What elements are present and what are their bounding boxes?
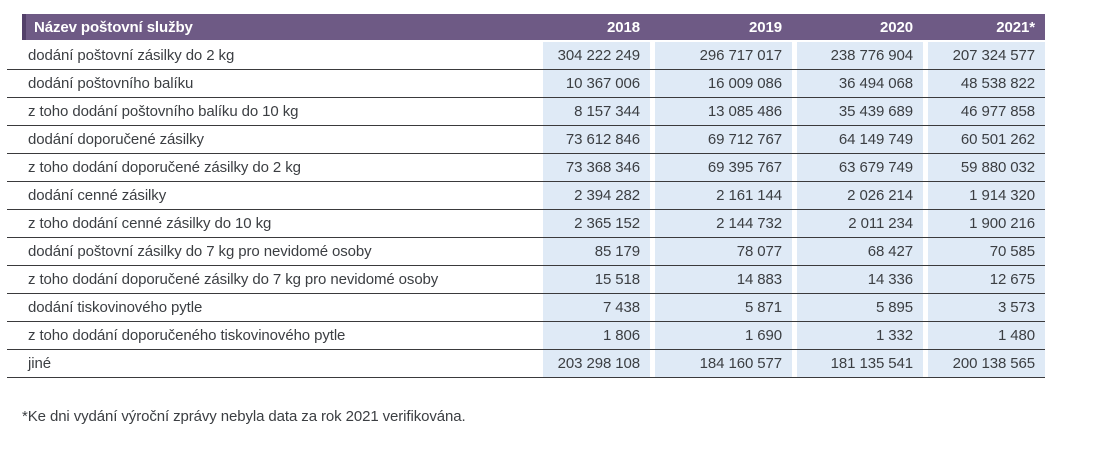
value-2021-cell: 200 138 565 [928,350,1045,377]
value-2018-cell: 73 612 846 [543,126,650,153]
value-2020-cell: 238 776 904 [797,42,923,69]
table-row: dodání tiskovinového pytle 7 438 5 871 5… [7,294,1045,322]
postal-services-table: Název poštovní služby 2018 2019 2020 202… [7,14,1045,425]
value-2018-cell: 73 368 346 [543,154,650,181]
value-2020-cell: 64 149 749 [797,126,923,153]
value-2019-cell: 16 009 086 [655,70,792,97]
value-2021-cell: 1 480 [928,322,1045,349]
service-name-cell: dodání tiskovinového pytle [28,299,203,316]
column-header-service-name: Název poštovní služby [34,18,193,36]
table-row: z toho dodání cenné zásilky do 10 kg 2 3… [7,210,1045,238]
column-header-2021: 2021* [996,18,1035,36]
value-2021-cell: 46 977 858 [928,98,1045,125]
service-name-cell: z toho dodání doporučeného tiskovinového… [28,327,346,344]
service-name-cell: jiné [28,355,51,372]
column-header-2019: 2019 [749,18,782,36]
value-2018-cell: 15 518 [543,266,650,293]
value-2018-cell: 7 438 [543,294,650,321]
value-2020-cell: 35 439 689 [797,98,923,125]
value-2021-cell: 60 501 262 [928,126,1045,153]
value-2020-cell: 63 679 749 [797,154,923,181]
service-name-cell: dodání doporučené zásilky [28,131,204,148]
service-name-cell: z toho dodání poštovního balíku do 10 kg [28,103,299,120]
value-2019-cell: 1 690 [655,322,792,349]
service-name-cell: dodání poštovní zásilky do 2 kg [28,47,235,64]
footnote: *Ke dni vydání výroční zprávy nebyla dat… [22,408,466,425]
table-row: dodání poštovního balíku 10 367 006 16 0… [7,70,1045,98]
header-accent-stripe [22,14,26,40]
value-2019-cell: 69 395 767 [655,154,792,181]
table-row: z toho dodání doporučeného tiskovinového… [7,322,1045,350]
table-row: z toho dodání doporučené zásilky do 7 kg… [7,266,1045,294]
value-2019-cell: 14 883 [655,266,792,293]
value-2019-cell: 13 085 486 [655,98,792,125]
value-2020-cell: 181 135 541 [797,350,923,377]
value-2021-cell: 12 675 [928,266,1045,293]
value-2021-cell: 70 585 [928,238,1045,265]
value-2021-cell: 48 538 822 [928,70,1045,97]
value-2018-cell: 304 222 249 [543,42,650,69]
service-name-cell: z toho dodání doporučené zásilky do 2 kg [28,159,301,176]
service-name-cell: z toho dodání doporučené zásilky do 7 kg… [28,271,439,288]
service-name-cell: dodání cenné zásilky [28,187,167,204]
value-2018-cell: 2 394 282 [543,182,650,209]
value-2019-cell: 78 077 [655,238,792,265]
value-2019-cell: 296 717 017 [655,42,792,69]
value-2019-cell: 2 161 144 [655,182,792,209]
value-2020-cell: 2 026 214 [797,182,923,209]
value-2018-cell: 203 298 108 [543,350,650,377]
table-body: dodání poštovní zásilky do 2 kg 304 222 … [7,42,1045,378]
table-row: z toho dodání poštovního balíku do 10 kg… [7,98,1045,126]
value-2020-cell: 14 336 [797,266,923,293]
table-row: dodání cenné zásilky 2 394 282 2 161 144… [7,182,1045,210]
value-2020-cell: 68 427 [797,238,923,265]
service-name-cell: dodání poštovní zásilky do 7 kg pro nevi… [28,243,372,260]
table-row: jiné 203 298 108 184 160 577 181 135 541… [7,350,1045,378]
value-2021-cell: 1 914 320 [928,182,1045,209]
value-2021-cell: 3 573 [928,294,1045,321]
value-2018-cell: 8 157 344 [543,98,650,125]
table-row: z toho dodání doporučené zásilky do 2 kg… [7,154,1045,182]
value-2020-cell: 36 494 068 [797,70,923,97]
table-header-row: Název poštovní služby 2018 2019 2020 202… [22,14,1045,40]
value-2018-cell: 10 367 006 [543,70,650,97]
value-2019-cell: 69 712 767 [655,126,792,153]
value-2018-cell: 85 179 [543,238,650,265]
value-2021-cell: 1 900 216 [928,210,1045,237]
value-2018-cell: 1 806 [543,322,650,349]
service-name-cell: z toho dodání cenné zásilky do 10 kg [28,215,272,232]
column-header-2018: 2018 [607,18,640,36]
table-row: dodání poštovní zásilky do 2 kg 304 222 … [7,42,1045,70]
table-row: dodání doporučené zásilky 73 612 846 69 … [7,126,1045,154]
value-2021-cell: 59 880 032 [928,154,1045,181]
table-row: dodání poštovní zásilky do 7 kg pro nevi… [7,238,1045,266]
value-2020-cell: 1 332 [797,322,923,349]
value-2020-cell: 2 011 234 [797,210,923,237]
value-2019-cell: 5 871 [655,294,792,321]
value-2018-cell: 2 365 152 [543,210,650,237]
column-header-2020: 2020 [880,18,913,36]
value-2021-cell: 207 324 577 [928,42,1045,69]
value-2019-cell: 184 160 577 [655,350,792,377]
service-name-cell: dodání poštovního balíku [28,75,194,92]
value-2019-cell: 2 144 732 [655,210,792,237]
value-2020-cell: 5 895 [797,294,923,321]
